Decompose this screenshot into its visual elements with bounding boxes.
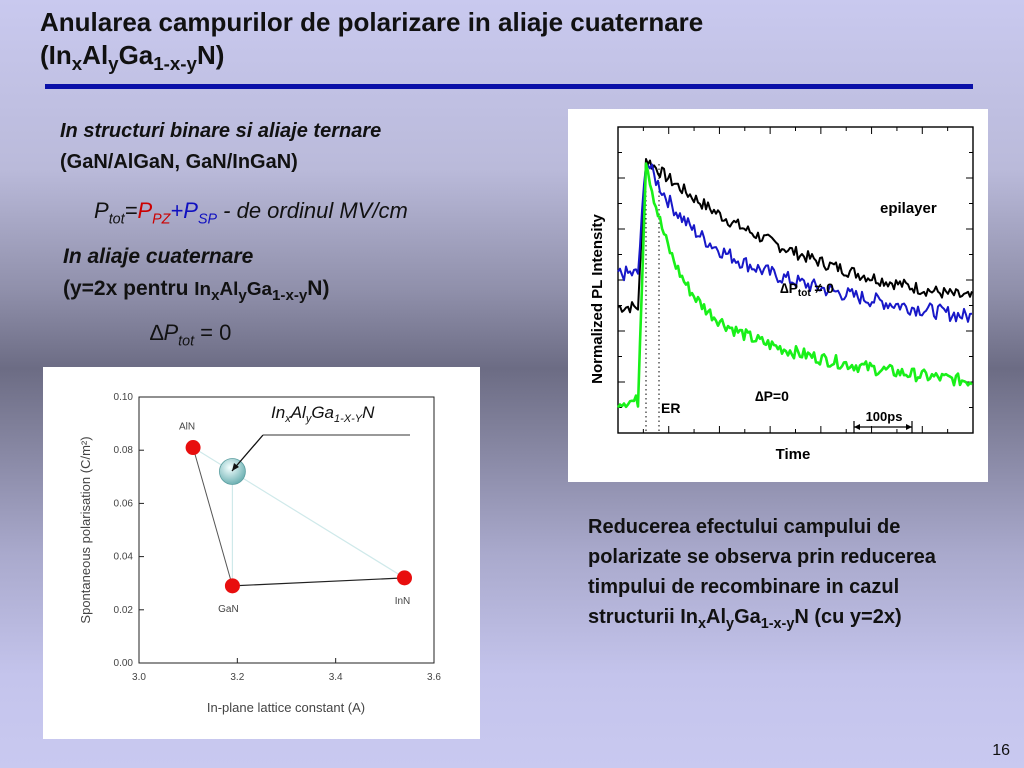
chart1-ytick-label: 0.10 <box>114 392 134 403</box>
title-underline <box>45 84 973 89</box>
quaternary-annotation: InxAlyGa1-X-YN <box>271 403 375 425</box>
delta-p-zero: ∆Ptot = 0 <box>150 320 232 350</box>
point-label-inn: InN <box>395 596 411 607</box>
point-label-aln: AlN <box>179 422 195 433</box>
chart1-frame <box>138 396 435 664</box>
edge-gan-inn <box>232 577 405 587</box>
polarization-chart-panel: 3.0 3.2 3.4 3.6 0.00 0.02 0.04 0.06 0.08 0.10 AlN… <box>43 367 480 739</box>
annotation-arrowhead <box>232 463 239 471</box>
chart1-ytick-label: 0.02 <box>114 605 134 616</box>
curve-epilayer <box>617 158 973 314</box>
binary-heading: In structuri binare si aliaje ternare <box>60 120 382 142</box>
slide-title: Anularea campurilor de polarizare in ali… <box>40 7 704 75</box>
point-inn <box>397 570 412 586</box>
binary-examples: (GaN/AlGaN, GaN/InGaN) <box>60 151 298 173</box>
point-label-gan: GaN <box>218 604 239 615</box>
label-epilayer: epilayer <box>880 200 937 217</box>
quaternary-point <box>219 458 246 485</box>
ylabel-pl: Normalized PL Intensity <box>589 213 606 383</box>
edge-aln-gan <box>192 447 233 586</box>
label-er: ER <box>661 400 680 416</box>
scale-arrow-right <box>906 424 912 430</box>
chart1-xtick-label: 3.4 <box>329 672 343 683</box>
xlabel-time: Time <box>776 446 811 463</box>
chart1-xtick-label: 3.6 <box>427 672 441 683</box>
conclusion-text: Reducerea efectului campului de polariza… <box>588 516 936 632</box>
point-aln <box>185 440 201 456</box>
chart1-ytick-label: 0.08 <box>114 445 134 456</box>
scale-arrow-left <box>854 424 860 430</box>
chart1-ylabel: Spontaneous polarisation (C/m²) <box>78 436 93 623</box>
scale-bar-label: 100ps <box>866 409 903 424</box>
pl-decay-chart-panel: Normalized PL Intensity Time epilayer ∆P… <box>568 109 988 482</box>
annotation-arrow <box>231 434 264 472</box>
curve-dptot-nonzero <box>617 163 973 323</box>
chart1-ytick-label: 0.06 <box>114 498 134 509</box>
chart1-xtick-label: 3.2 <box>230 672 244 683</box>
chart1-xlabel: In-plane lattice constant (A) <box>207 700 365 715</box>
chart1-xtick-label: 3.0 <box>132 672 146 683</box>
quaternary-heading: In aliaje cuaternare <box>63 245 254 268</box>
polarization-chart: 3.0 3.2 3.4 3.6 0.00 0.02 0.04 0.06 0.08 0.10 AlN… <box>78 392 441 715</box>
polarization-formula: Ptot=PPZ+PSP - de ordinul MV/cm <box>94 198 408 228</box>
quaternary-condition: (y=2x pentru InxAlyGa1-x-yN) <box>63 277 330 305</box>
chart1-ytick-label: 0.04 <box>114 552 134 563</box>
label-dptot: ∆Ptot ≠ 0 <box>780 280 834 299</box>
page-number: 16 <box>992 742 1010 759</box>
pl-decay-chart: Normalized PL Intensity Time epilayer ∆P… <box>589 126 974 463</box>
chart1-ytick-label: 0.00 <box>114 658 134 669</box>
point-gan <box>224 578 240 594</box>
curve-dp-zero <box>616 162 973 409</box>
label-dp0: ∆P=0 <box>755 388 789 404</box>
